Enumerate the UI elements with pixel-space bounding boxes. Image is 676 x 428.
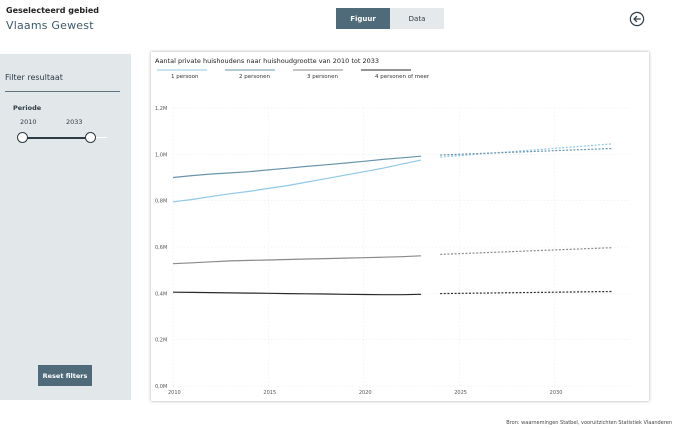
y-tick-label: 1,2M xyxy=(155,106,167,112)
slider-handle-start[interactable] xyxy=(17,132,28,143)
series-line-forecast[interactable] xyxy=(440,147,612,156)
y-tick-label: 0,8M xyxy=(155,199,167,205)
chart-grid xyxy=(172,107,631,387)
chart-title: Aantal private huishoudens naar huishoud… xyxy=(155,57,379,65)
area-caption: Geselecteerd gebied xyxy=(6,6,99,15)
y-tick-label: 0,6M xyxy=(155,245,167,251)
tab-figuur[interactable]: Figuur xyxy=(336,8,390,29)
x-tick-label: 2020 xyxy=(359,390,372,396)
arrow-left-circle-icon xyxy=(629,11,645,27)
filter-sidebar: Filter resultaat Periode 2010 2033 Reset… xyxy=(0,54,131,400)
tab-data[interactable]: Data xyxy=(390,8,444,29)
y-tick-label: 0,0M xyxy=(155,384,167,390)
chart-legend: 1 persoon 2 personen 3 personen 4 personen … xyxy=(157,69,430,80)
y-axis: 0,0M 0,2M 0,4M 0,6M 0,8M 1,0M 1,2M xyxy=(155,106,167,390)
series-line-observed[interactable] xyxy=(172,291,422,296)
chart-card: Aantal private huishoudens naar huishoud… xyxy=(151,52,649,401)
filter-title: Filter resultaat xyxy=(5,73,63,82)
legend-item[interactable]: 1 persoon xyxy=(171,74,199,80)
slider-handle-end[interactable] xyxy=(85,132,96,143)
period-label: Periode xyxy=(13,104,42,112)
y-tick-label: 0,2M xyxy=(155,338,167,344)
legend-item[interactable]: 2 personen xyxy=(239,74,270,80)
x-tick-label: 2030 xyxy=(550,390,563,396)
chart-series xyxy=(172,143,612,296)
period-slider[interactable] xyxy=(17,131,113,145)
back-button[interactable] xyxy=(629,11,645,27)
period-end-value: 2033 xyxy=(66,118,83,126)
x-tick-label: 2010 xyxy=(168,390,181,396)
y-tick-label: 1,0M xyxy=(155,152,167,158)
legend-item[interactable]: 3 personen xyxy=(307,74,338,80)
filter-divider xyxy=(5,91,120,92)
x-axis: 2010 2015 2020 2025 2030 xyxy=(168,390,562,396)
period-start-value: 2010 xyxy=(20,118,37,126)
reset-filters-button[interactable]: Reset filters xyxy=(38,365,92,386)
slider-range xyxy=(23,137,91,139)
area-name: Vlaams Gewest xyxy=(6,19,94,32)
legend-item[interactable]: 4 personen of meer xyxy=(375,74,430,80)
source-note: Bron: waarnemingen Statbel, vooruitzicht… xyxy=(506,420,672,426)
series-line-forecast[interactable] xyxy=(440,247,612,255)
x-tick-label: 2025 xyxy=(454,390,467,396)
line-chart: Aantal private huishoudens naar huishoud… xyxy=(155,57,631,396)
series-line-forecast[interactable] xyxy=(440,143,612,158)
series-line-observed[interactable] xyxy=(172,159,422,203)
series-line-observed[interactable] xyxy=(172,255,422,265)
view-toggle: Figuur Data xyxy=(336,8,444,29)
x-tick-label: 2015 xyxy=(263,390,276,396)
y-tick-label: 0,4M xyxy=(155,291,167,297)
series-line-observed[interactable] xyxy=(172,155,422,179)
